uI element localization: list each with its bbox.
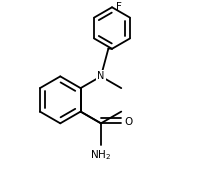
- Text: F: F: [116, 2, 122, 12]
- Text: N: N: [97, 71, 105, 81]
- Text: NH$_2$: NH$_2$: [90, 148, 112, 162]
- Text: O: O: [124, 117, 133, 126]
